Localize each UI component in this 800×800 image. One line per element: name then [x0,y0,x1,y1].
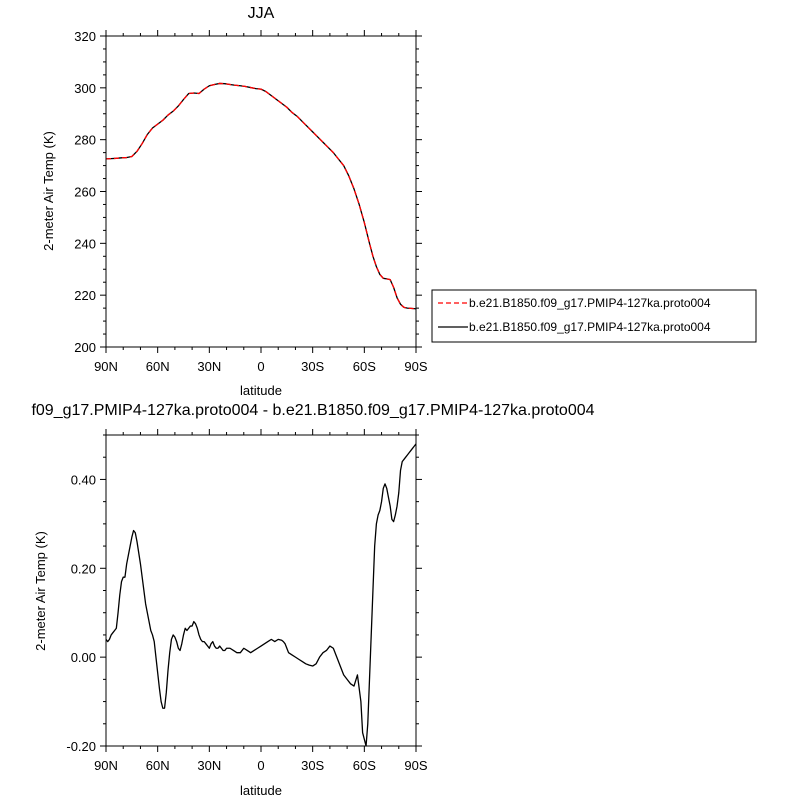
legend-label-series-1: b.e21.B1850.f09_g17.PMIP4-127ka.proto004 [469,296,711,310]
bottom-series-line-1 [105,443,417,747]
top-plot-frame [105,35,417,348]
legend: b.e21.B1850.f09_g17.PMIP4-127ka.proto004… [431,289,757,343]
legend-box [431,289,757,343]
top-y-axis-title: 2-meter Air Temp (K) [41,131,56,251]
top-y-tick-label: 300 [74,81,96,96]
bottom-x-tick-label: 60S [353,758,376,773]
bottom-series-group [105,443,417,747]
bottom-axes: 90N 60N 30N 0 30S 60S 90S -0.20 0.00 0.20 0.40 [66,429,428,773]
top-y-tick-label: 240 [74,236,96,251]
bottom-x-tick-label: 30N [197,758,221,773]
bottom-chart-title: f09_g17.PMIP4-127ka.proto004 - b.e21.B18… [31,402,594,419]
bottom-y-axis-title: 2-meter Air Temp (K) [33,531,48,651]
top-x-axis-title: latitude [240,383,282,398]
top-chart-title: JJA [248,5,275,22]
top-series-line-1 [105,82,417,310]
top-y-tick-label: 320 [74,29,96,44]
top-y-tick-label: 260 [74,185,96,200]
top-x-tick-label: 90S [404,359,427,374]
bottom-y-tick-label: 0.00 [71,650,96,665]
top-y-tick-label: 200 [74,340,96,355]
top-y-tick-label: 220 [74,288,96,303]
bottom-y-tick-label: 0.20 [71,561,96,576]
top-x-tick-label: 60N [146,359,170,374]
bottom-y-tick-label: -0.20 [66,739,96,754]
bottom-x-tick-label: 0 [257,758,264,773]
bottom-x-tick-label: 90N [94,758,118,773]
top-panel: JJA 90N 60N 30N 0 30S 60S 90S 200 220 240 260 280 30… [41,5,428,398]
top-y-tick-label: 280 [74,133,96,148]
bottom-x-tick-label: 60N [146,758,170,773]
bottom-y-tick-label: 0.40 [71,472,96,487]
top-x-tick-label: 90N [94,359,118,374]
bottom-panel: f09_g17.PMIP4-127ka.proto004 - b.e21.B18… [31,402,594,798]
top-series-group [105,82,417,310]
top-x-tick-label: 30N [197,359,221,374]
top-axes: 90N 60N 30N 0 30S 60S 90S 200 220 240 260 280 300 320 [74,29,428,374]
top-x-tick-label: 0 [257,359,264,374]
top-x-tick-label: 60S [353,359,376,374]
bottom-x-axis-title: latitude [240,783,282,798]
top-x-tick-label: 30S [301,359,324,374]
legend-label-series-2: b.e21.B1850.f09_g17.PMIP4-127ka.proto004 [469,320,711,334]
bottom-x-tick-label: 90S [404,758,427,773]
bottom-x-tick-label: 30S [301,758,324,773]
bottom-plot-frame [105,434,417,747]
top-series-line-2 [105,82,417,310]
